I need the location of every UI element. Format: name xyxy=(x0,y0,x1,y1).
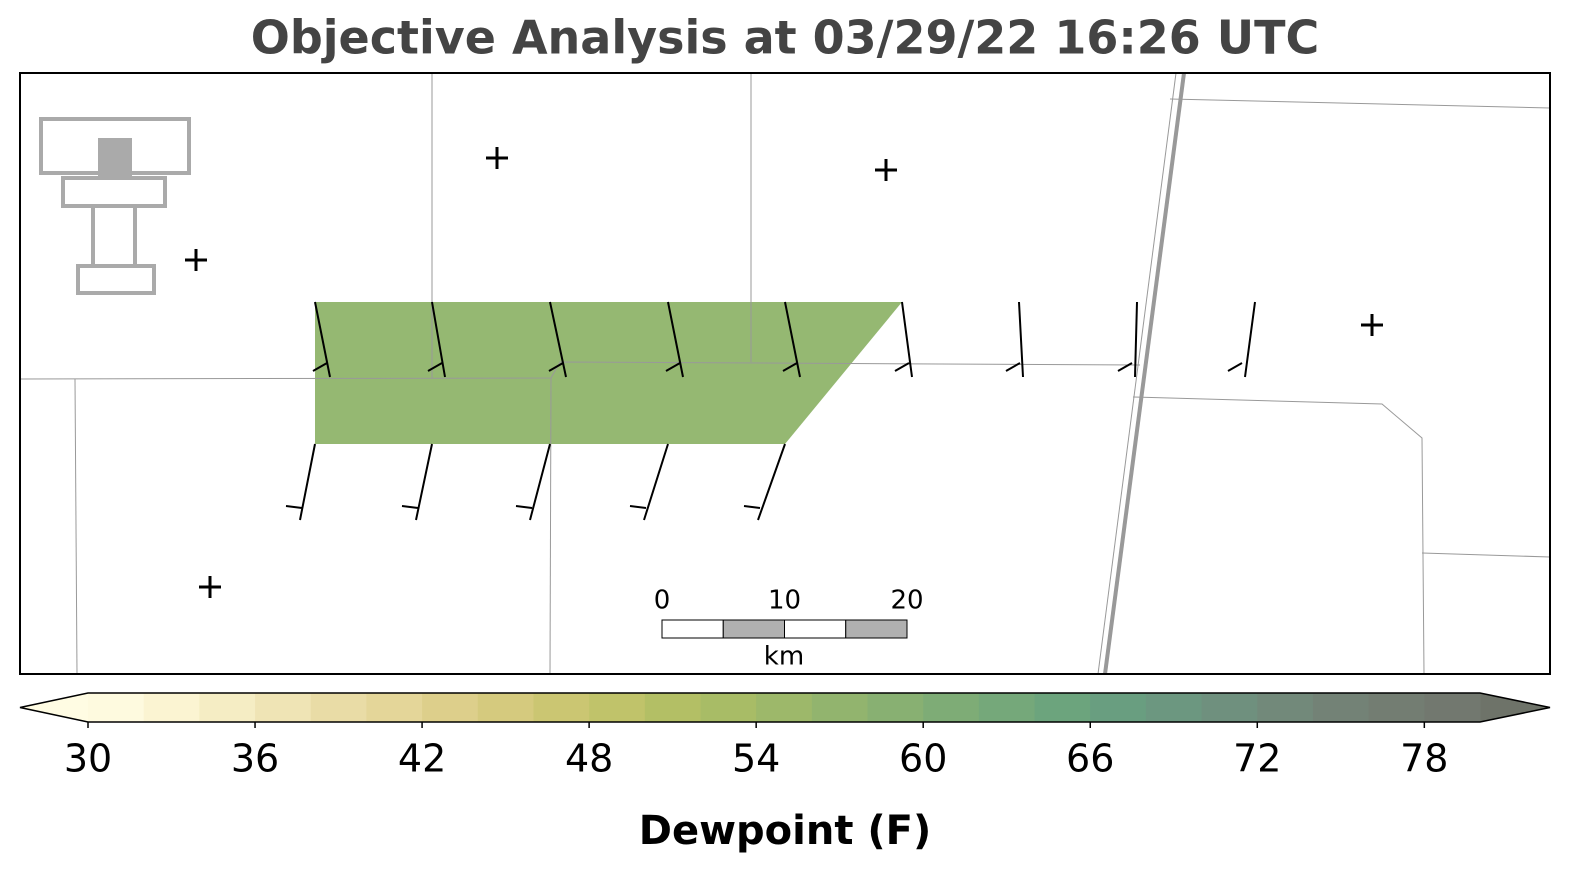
state-line xyxy=(1103,72,1186,675)
wind-barb xyxy=(515,443,551,521)
colorbar-bin xyxy=(1034,693,1091,722)
colorbar-bin xyxy=(199,693,256,722)
logo-part xyxy=(98,138,132,178)
colorbar-tick-label: 42 xyxy=(398,737,446,781)
colorbar-tick-label: 60 xyxy=(899,737,947,781)
county-line xyxy=(74,378,78,675)
county-line xyxy=(1169,98,1551,109)
logo-part xyxy=(76,264,156,295)
wind-barb xyxy=(1117,301,1138,378)
scale-tick-label: 0 xyxy=(654,586,671,616)
colorbar-bin xyxy=(589,693,646,722)
county-line xyxy=(19,361,1141,380)
colorbar-bin xyxy=(422,693,479,722)
colorbar-bin xyxy=(811,693,869,722)
colorbar-bin xyxy=(756,693,813,722)
colorbar-tick-label: 54 xyxy=(732,737,780,781)
map: 0 10 20 km xyxy=(19,72,1551,675)
station-marker xyxy=(1361,314,1383,336)
station-marker xyxy=(486,147,508,169)
wind-barb xyxy=(782,301,801,378)
wind-barb xyxy=(743,443,786,521)
wind-barb xyxy=(1227,301,1256,378)
county-line xyxy=(549,377,552,675)
colorbar-bin xyxy=(533,693,590,722)
wind-barb xyxy=(629,443,669,521)
colorbar-bin xyxy=(923,693,980,722)
wind-barb xyxy=(285,443,316,521)
colorbar-bin xyxy=(1090,693,1147,722)
dewpoint-contour xyxy=(315,302,902,444)
scale-tick-label: 10 xyxy=(768,586,801,616)
title: Objective Analysis at 03/29/22 16:26 UTC xyxy=(251,11,1320,65)
map-frame xyxy=(19,72,1551,675)
county-line xyxy=(1421,552,1551,558)
colorbar-bin xyxy=(310,693,367,722)
county-lines xyxy=(19,72,1551,675)
county-line xyxy=(1132,396,1425,675)
colorbar-bin xyxy=(88,693,145,722)
scale-segment xyxy=(661,619,724,639)
colorbar-tick-label: 66 xyxy=(1066,737,1114,781)
colorbar-bin xyxy=(1257,693,1314,722)
station-marker xyxy=(185,249,207,271)
colorbar-tick-label: 30 xyxy=(64,737,112,781)
colorbar-bin xyxy=(867,693,924,722)
colorbar-bin xyxy=(255,693,312,722)
wind-barb xyxy=(427,301,446,378)
county-line xyxy=(1097,72,1177,675)
colorbar-bin xyxy=(1201,693,1258,722)
colorbar-extend-low xyxy=(20,693,88,722)
scale-segment xyxy=(845,619,908,639)
wind-barbs xyxy=(285,301,1256,521)
wind-barb xyxy=(894,301,913,378)
wind-barb xyxy=(401,443,433,521)
colorbar-bin xyxy=(700,693,757,722)
colorbar-bin xyxy=(1312,693,1370,722)
colorbar-bin xyxy=(1424,693,1481,722)
station-marker xyxy=(199,576,221,598)
colorbar: 30 36 42 48 54 60 66 72 78 xyxy=(19,692,1551,781)
scale-unit: km xyxy=(764,642,804,672)
colorbar-tick-label: 72 xyxy=(1233,737,1281,781)
colorbar-tick-label: 78 xyxy=(1400,737,1448,781)
colorbar-bin xyxy=(1145,693,1203,722)
colorbar-bin xyxy=(366,693,423,722)
colorbar-tick-label: 36 xyxy=(231,737,279,781)
scale-segment xyxy=(722,619,785,639)
colorbar-tick-label: 48 xyxy=(565,737,613,781)
scale-bar: 0 10 20 km xyxy=(654,586,924,672)
stations xyxy=(185,147,1383,598)
colorbar-bin xyxy=(644,693,701,722)
colorbar-extend-high xyxy=(1480,693,1550,722)
station-marker xyxy=(875,159,897,181)
scale-segment xyxy=(784,619,847,639)
wind-barb xyxy=(312,301,331,378)
wind-barb xyxy=(548,301,567,378)
wind-barb xyxy=(1005,301,1024,378)
colorbar-bin xyxy=(1368,693,1425,722)
colorbar-label: Dewpoint (F) xyxy=(639,808,932,854)
wind-barb xyxy=(665,301,684,378)
scale-tick-label: 20 xyxy=(890,586,923,616)
logo xyxy=(39,117,191,295)
colorbar-bin xyxy=(143,693,200,722)
colorbar-bin xyxy=(477,693,534,722)
colorbar-bin xyxy=(978,693,1036,722)
